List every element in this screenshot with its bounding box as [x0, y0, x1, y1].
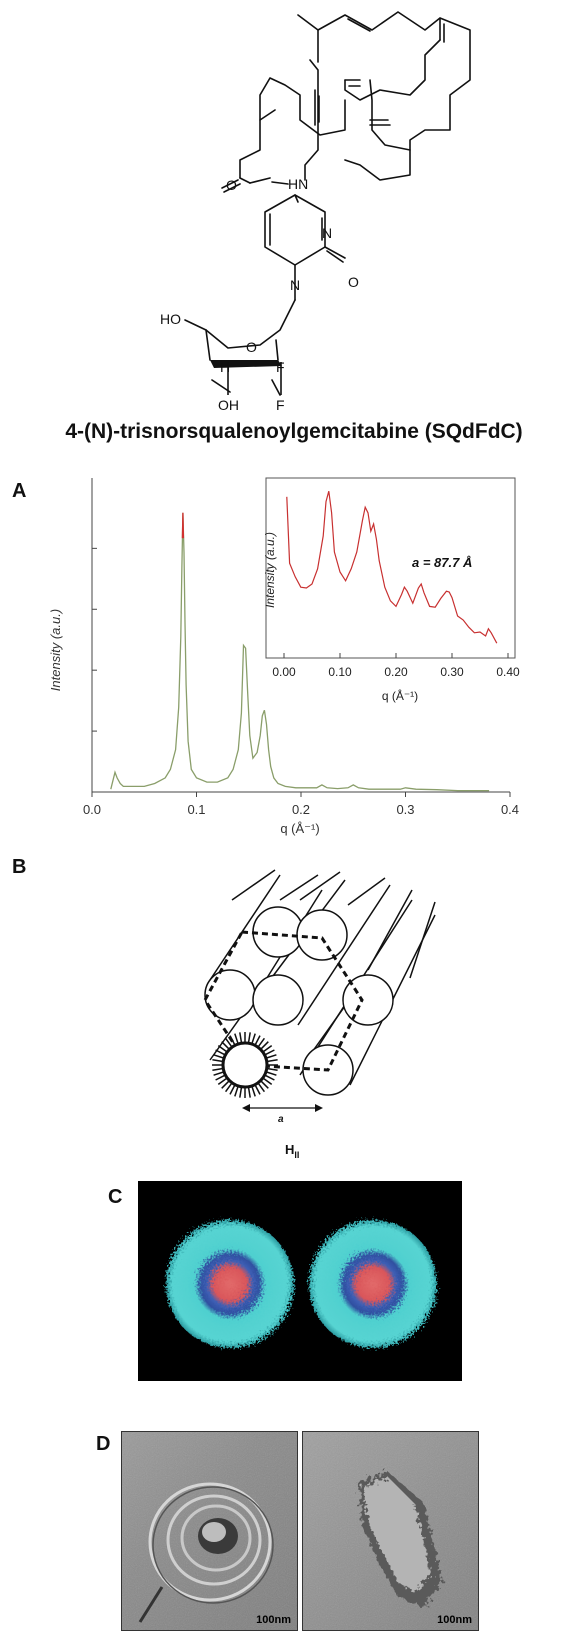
- carbonyl-oxygen-label: O: [348, 274, 359, 290]
- hexagonal-phase-schematic: a HII: [203, 869, 436, 1160]
- micelle-circle: [212, 1032, 278, 1098]
- fluorine-label-2: F: [276, 397, 285, 413]
- inset-ylabel: Intensity (a.u.): [263, 532, 277, 608]
- scale-bar-left: 100nm: [256, 1614, 291, 1626]
- inset-x-tick-label: 0.40: [496, 665, 520, 679]
- lattice-label: a: [278, 1114, 284, 1125]
- amide-oxygen-label: O: [226, 177, 237, 193]
- compound-name: 4-(N)-trisnorsqualenoylgemcitabine (SQdF…: [65, 420, 523, 443]
- panel-b-label: B: [12, 856, 27, 878]
- main-peak-highlight: [181, 512, 185, 539]
- scale-bar-right: 100nm: [437, 1614, 472, 1626]
- nh-label: HN: [288, 176, 308, 192]
- saxs-main-chart: 0.0 0.1 0.2 0.3 0.4 Intensity (a.u.) q (Å⁻¹)…: [48, 477, 520, 836]
- main-x-tick-label: 0.1: [187, 802, 205, 817]
- hydrogen-label: H: [220, 359, 230, 375]
- inset-x-tick-label: 0.00: [272, 665, 296, 679]
- hydroxymethyl-label: HO: [160, 311, 181, 327]
- main-x-tick-label: 0.3: [396, 802, 414, 817]
- main-x-tick-label: 0.4: [501, 802, 519, 817]
- lattice-annotation: a = 87.7 Å: [412, 555, 472, 570]
- hydroxyl-label: OH: [218, 397, 239, 413]
- n3-label: N: [322, 225, 332, 241]
- hexagon-outline: [203, 930, 364, 1072]
- molecular-simulation-image: [138, 1181, 462, 1381]
- main-x-tick-label: 0.0: [83, 802, 101, 817]
- main-xlabel: q (Å⁻¹): [280, 821, 319, 836]
- phase-label: HII: [285, 1142, 299, 1160]
- main-series-line: [110, 512, 490, 792]
- micelle-sphere-right: [309, 1220, 437, 1348]
- sem-image-right: 100nm: [302, 1431, 479, 1631]
- inset-x-tick-label: 0.20: [384, 665, 408, 679]
- sem-image-left: 100nm: [121, 1431, 298, 1631]
- fluorine-label-1: F: [276, 359, 285, 375]
- inset-series-line: [286, 491, 498, 644]
- main-x-tick-label: 0.2: [292, 802, 310, 817]
- chemical-structure: O HN N O N HO O H F OH F: [160, 11, 471, 413]
- inset-x-tick-label: 0.30: [440, 665, 464, 679]
- n1-label: N: [290, 277, 300, 293]
- panel-d-label: D: [96, 1433, 111, 1455]
- ring-oxygen-label: O: [246, 339, 257, 355]
- panel-c-label: C: [108, 1186, 123, 1208]
- inset-xlabel: q (Å⁻¹): [382, 688, 418, 703]
- inset-frame: [265, 477, 516, 659]
- panel-a-label: A: [12, 480, 27, 502]
- micelle-sphere-left: [166, 1220, 294, 1348]
- main-ylabel: Intensity (a.u.): [48, 609, 63, 691]
- inset-x-tick-label: 0.10: [328, 665, 352, 679]
